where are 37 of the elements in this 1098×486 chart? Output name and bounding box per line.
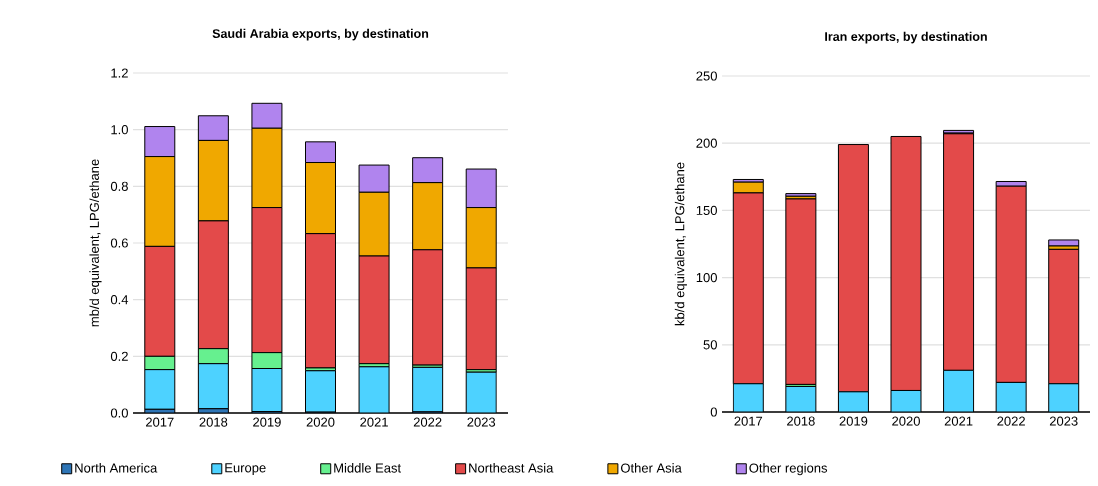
legend-label: Europe: [225, 463, 266, 475]
y-tick-label: 0.0: [110, 408, 128, 418]
x-tick-label: 2021: [944, 416, 973, 426]
y-tick-label: 1.2: [111, 68, 128, 78]
legend-label: Other regions: [749, 463, 828, 476]
x-tick-label: 2021: [360, 417, 388, 427]
y-tick-label: 0.8: [110, 181, 128, 191]
y-axis-title: mb/d equivalent, LPG/ethane: [89, 159, 102, 327]
chart-title: Iran exports, by destination: [825, 31, 987, 44]
x-tick-label: 2020: [892, 416, 920, 426]
y-axis-title: kb/d equivalent, LPG/ethane: [674, 162, 687, 326]
y-tick-label: 0.6: [110, 238, 128, 248]
x-tick-label: 2017: [145, 417, 174, 427]
y-tick-label: 200: [696, 138, 717, 148]
x-tick-label: 2022: [413, 417, 442, 427]
y-tick-label: 1.0: [111, 125, 128, 135]
x-tick-label: 2019: [253, 417, 281, 427]
chart-title: Saudi Arabia exports, by destination: [212, 28, 429, 41]
x-tick-label: 2023: [1049, 416, 1078, 426]
legend-label: North America: [75, 463, 158, 473]
y-tick-label: 250: [696, 71, 717, 81]
x-tick-label: 2018: [787, 416, 815, 426]
x-tick-label: 2019: [839, 416, 868, 426]
x-tick-label: 2022: [997, 416, 1025, 426]
legend-label: Other Asia: [620, 463, 682, 473]
y-tick-label: 150: [696, 205, 717, 215]
y-tick-label: 0.2: [110, 351, 128, 361]
y-tick-label: 100: [696, 272, 717, 283]
legend-label: Northeast Asia: [469, 463, 554, 473]
x-tick-label: 2023: [467, 417, 496, 427]
legend-label: Middle East: [334, 463, 401, 473]
y-tick-label: 0: [710, 407, 717, 417]
y-tick-label: 50: [703, 340, 717, 350]
x-tick-label: 2020: [306, 417, 335, 427]
y-tick-label: 0.4: [110, 295, 129, 305]
x-tick-label: 2017: [734, 416, 763, 426]
x-tick-label: 2018: [199, 417, 228, 427]
